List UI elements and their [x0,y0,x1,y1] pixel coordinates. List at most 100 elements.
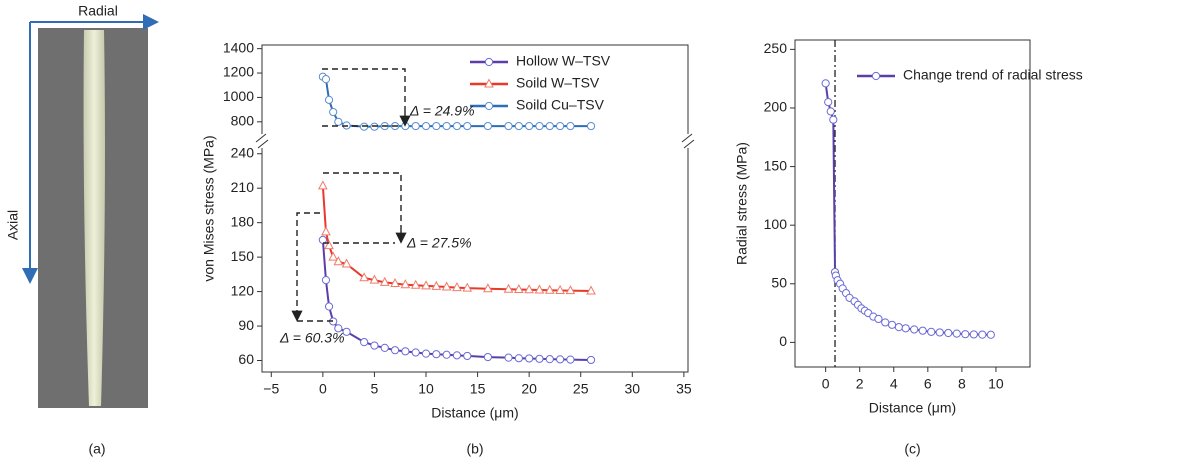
marker [978,330,987,339]
axis-frame [261,44,689,134]
marker [421,121,431,131]
x-tick-label: −5 [263,381,279,397]
x-tick-label: 20 [521,381,537,397]
marker [824,98,833,107]
y-tick-label: 100 [764,216,788,232]
marker [961,330,970,339]
marker [484,57,494,67]
marker [483,121,492,131]
y-tick-label: 150 [764,157,788,173]
marker [918,326,927,335]
marker [370,341,379,350]
axis-break-gap [680,135,696,147]
y-tick-label: 210 [231,179,255,195]
marker [514,121,523,131]
marker [421,280,431,290]
marker [894,323,903,332]
marker [379,276,390,286]
x-tick-label: 10 [988,376,1004,392]
y-tick-label: 150 [231,248,255,264]
marker [442,121,451,131]
marker [462,282,473,292]
marker [463,351,472,361]
marker [829,115,838,124]
radial-label: Radial [78,3,118,19]
dashed-guide [323,172,402,228]
marker [341,258,352,268]
y-tick-label: 90 [238,317,254,333]
y-tick-label: 250 [764,40,788,56]
x-axis-label: Distance (μm) [869,400,956,416]
y-tick-label: 200 [764,99,788,115]
panel-label: (c) [904,441,920,457]
marker [369,274,380,284]
marker [586,285,596,295]
y-tick-label: 1200 [223,64,254,80]
y-tick-label: 1400 [223,39,254,55]
marker [321,276,331,285]
annotation: Δ = 60.3% [279,330,345,346]
marker [321,75,331,84]
legend-label: Hollow W–TSV [516,53,611,69]
marker [442,350,451,359]
legend-label: Soild W–TSV [516,75,600,91]
marker [432,350,441,359]
marker [544,284,555,294]
marker [441,281,452,291]
marker [525,121,534,131]
marker [586,355,596,365]
marker [328,251,339,261]
annotation: Δ = 24.9% [409,103,475,119]
marker [545,355,554,364]
dashed-guide [322,68,406,110]
marker [484,101,494,111]
marker [432,121,441,131]
x-axis-label: Distance (μm) [431,405,518,421]
x-tick-label: 15 [470,381,486,397]
marker [329,107,338,117]
marker [318,180,328,190]
marker [871,71,881,81]
x-tick-label: 30 [625,381,641,397]
marker [342,327,351,336]
marker [421,349,431,358]
x-tick-label: 0 [319,381,327,397]
axis-break [683,139,695,149]
panel-a: Radial Axial (a) [5,3,159,457]
axis-break [257,139,269,149]
marker [452,351,462,360]
axis-break-gap [254,135,270,147]
x-tick-label: 4 [890,376,898,392]
x-tick-label: 5 [371,381,379,397]
legend-label: Soild Cu–TSV [516,97,605,113]
marker [826,107,835,116]
y-tick-label: 50 [771,274,787,290]
marker [484,78,494,88]
marker [525,354,534,363]
marker [390,277,400,288]
marker [390,346,400,355]
legend-label: Change trend of radial stress [903,67,1083,83]
marker [901,324,910,333]
y-tick-label: 180 [231,213,255,229]
axis-frame [794,39,1031,368]
axis-break [681,133,693,143]
panel-label: (b) [466,441,483,457]
y-tick-label: 60 [238,351,254,367]
marker [401,347,410,356]
marker [586,121,596,131]
marker [935,328,944,337]
marker [431,280,442,290]
y-tick-label: 0 [779,333,787,349]
marker [452,282,462,292]
marker [483,283,493,293]
marker [555,355,565,364]
marker [411,348,420,357]
marker [986,330,995,339]
x-tick-label: 25 [573,381,589,397]
marker [411,121,420,131]
marker [324,95,334,104]
x-tick-label: 0 [822,376,830,392]
axial-label: Axial [5,210,21,240]
